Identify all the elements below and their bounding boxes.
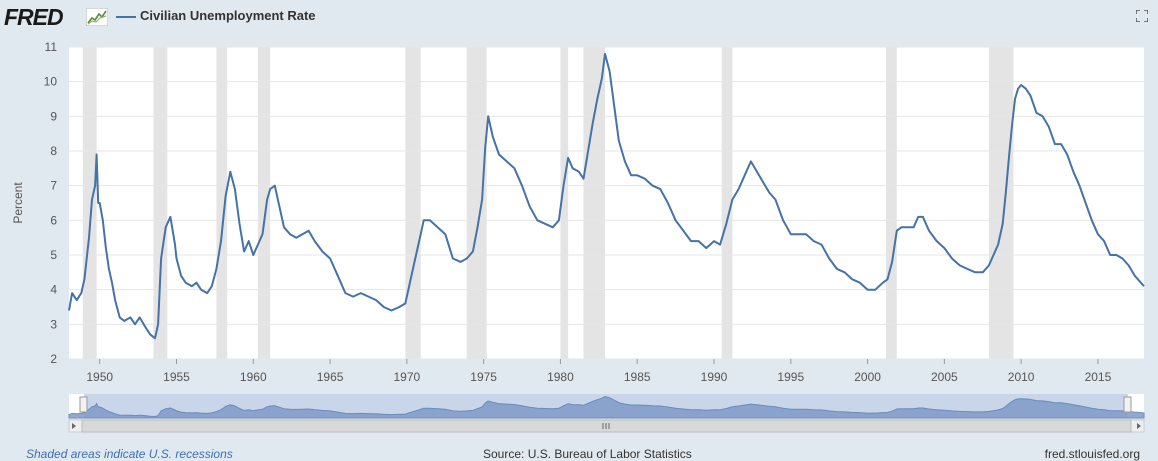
x-tick-label: 1975 — [470, 370, 497, 384]
scrollbar-right-arrow-icon[interactable] — [1137, 423, 1141, 429]
fred-logo: FRED — [4, 4, 64, 30]
series-line — [68, 52, 1145, 340]
x-tick-label: 1995 — [777, 370, 804, 384]
recession-band — [560, 47, 569, 359]
y-tick-label: 8 — [50, 144, 57, 158]
x-tick-label: 1965 — [317, 370, 344, 384]
x-tick-label: 2005 — [931, 370, 958, 384]
x-tick-label: 1985 — [624, 370, 651, 384]
y-tick-label: 7 — [50, 179, 57, 193]
recession-band — [405, 47, 421, 359]
chart-svg: 2 3 4 5 6 7 8 9 10 11 1950 1955 1960 1965 1970 1975 198… — [11, 40, 1145, 433]
navigator-handle-right[interactable] — [1123, 396, 1132, 413]
recession-band — [886, 47, 897, 359]
y-tick-label: 6 — [50, 213, 57, 227]
x-tick-label: 1990 — [701, 370, 728, 384]
y-tick-label: 11 — [45, 40, 58, 54]
y-tick-label: 5 — [50, 248, 57, 262]
y-tick-label: 3 — [50, 317, 57, 331]
recession-band — [721, 47, 733, 359]
legend-label[interactable]: Civilian Unemployment Rate — [140, 8, 316, 23]
y-axis-label: Percent — [11, 182, 25, 224]
gridlines — [69, 46, 1144, 360]
recession-bands — [82, 47, 1014, 359]
y-axis-ticks: 2 3 4 5 6 7 8 9 10 11 — [44, 40, 58, 366]
x-tick-label: 1980 — [547, 370, 574, 384]
x-tick-label: 1970 — [394, 370, 421, 384]
recession-band — [988, 47, 1014, 359]
x-tick-label: 2010 — [1008, 370, 1035, 384]
recession-band — [466, 47, 487, 359]
y-tick-label: 2 — [50, 352, 57, 366]
mini-chart-icon — [86, 8, 108, 26]
navigator-handle-left[interactable] — [79, 396, 88, 413]
series-layer — [68, 52, 1145, 340]
recession-band — [216, 47, 228, 359]
x-tick-label: 1955 — [163, 370, 190, 384]
recession-band — [257, 47, 271, 359]
site-url[interactable]: fred.stlouisfed.org — [1044, 447, 1140, 461]
x-tick-label: 1950 — [86, 370, 113, 384]
legend-swatch — [116, 16, 136, 18]
x-tick-label: 2015 — [1085, 370, 1112, 384]
x-tick-label: 2000 — [854, 370, 881, 384]
recession-band — [583, 47, 605, 359]
y-tick-label: 9 — [50, 109, 57, 123]
plot-area — [69, 47, 1144, 359]
scrollbar-grip-icon — [602, 423, 610, 429]
navigator-area — [68, 395, 1145, 419]
x-axis-ticks: 1950 1955 1960 1965 1970 1975 1980 1985 1990 1995… — [86, 359, 1112, 384]
y-tick-label: 10 — [44, 75, 58, 89]
y-tick-label: 4 — [50, 283, 57, 297]
x-tick-label: 1960 — [240, 370, 267, 384]
navigator-series-area — [68, 395, 1145, 419]
source-text: Source: U.S. Bureau of Labor Statistics — [483, 447, 692, 461]
scrollbar-left-arrow-icon[interactable] — [72, 423, 76, 429]
recession-band — [153, 47, 168, 359]
recession-note-link[interactable]: Shaded areas indicate U.S. recessions — [26, 447, 233, 461]
recession-band — [82, 47, 97, 359]
